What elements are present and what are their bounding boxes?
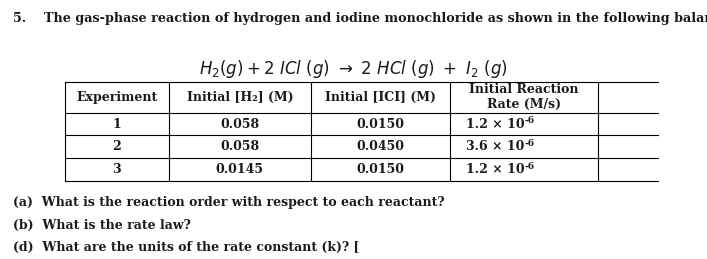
Text: 0.0145: 0.0145 [216,163,264,176]
Text: 3.6 × 10: 3.6 × 10 [466,140,524,153]
Text: The gas-phase reaction of hydrogen and iodine monochloride as shown in the follo: The gas-phase reaction of hydrogen and i… [44,12,707,25]
Text: 5.: 5. [13,12,26,25]
Text: (d)  What are the units of the rate constant (k)? [: (d) What are the units of the rate const… [13,241,359,254]
Text: (b)  What is the rate law?: (b) What is the rate law? [13,219,190,232]
Text: -6: -6 [524,162,534,171]
Text: -6: -6 [524,139,534,148]
Text: 1.2 × 10: 1.2 × 10 [466,163,524,176]
Text: Initial [H₂] (M): Initial [H₂] (M) [187,91,293,104]
Text: 1: 1 [112,118,122,131]
Text: (a)  What is the reaction order with respect to each reactant?: (a) What is the reaction order with resp… [13,196,444,208]
Text: $\mathit{H_2(g) + 2\ ICl\ (g)\ \rightarrow\ 2\ HCl\ (g)\ +\ I_2\ (g)}$: $\mathit{H_2(g) + 2\ ICl\ (g)\ \rightarr… [199,58,508,80]
Text: 0.058: 0.058 [221,118,259,131]
Text: Initial [ICI] (M): Initial [ICI] (M) [325,91,436,104]
Text: 2: 2 [112,140,122,153]
Text: Experiment: Experiment [76,91,158,104]
Text: 0.0150: 0.0150 [356,163,404,176]
Text: 0.0450: 0.0450 [356,140,404,153]
Text: Initial Reaction
Rate (M/s): Initial Reaction Rate (M/s) [469,83,579,111]
Text: 3: 3 [112,163,121,176]
Text: 0.0150: 0.0150 [356,118,404,131]
Text: -6: -6 [524,117,534,125]
Text: 1.2 × 10: 1.2 × 10 [466,118,524,131]
Text: 0.058: 0.058 [221,140,259,153]
